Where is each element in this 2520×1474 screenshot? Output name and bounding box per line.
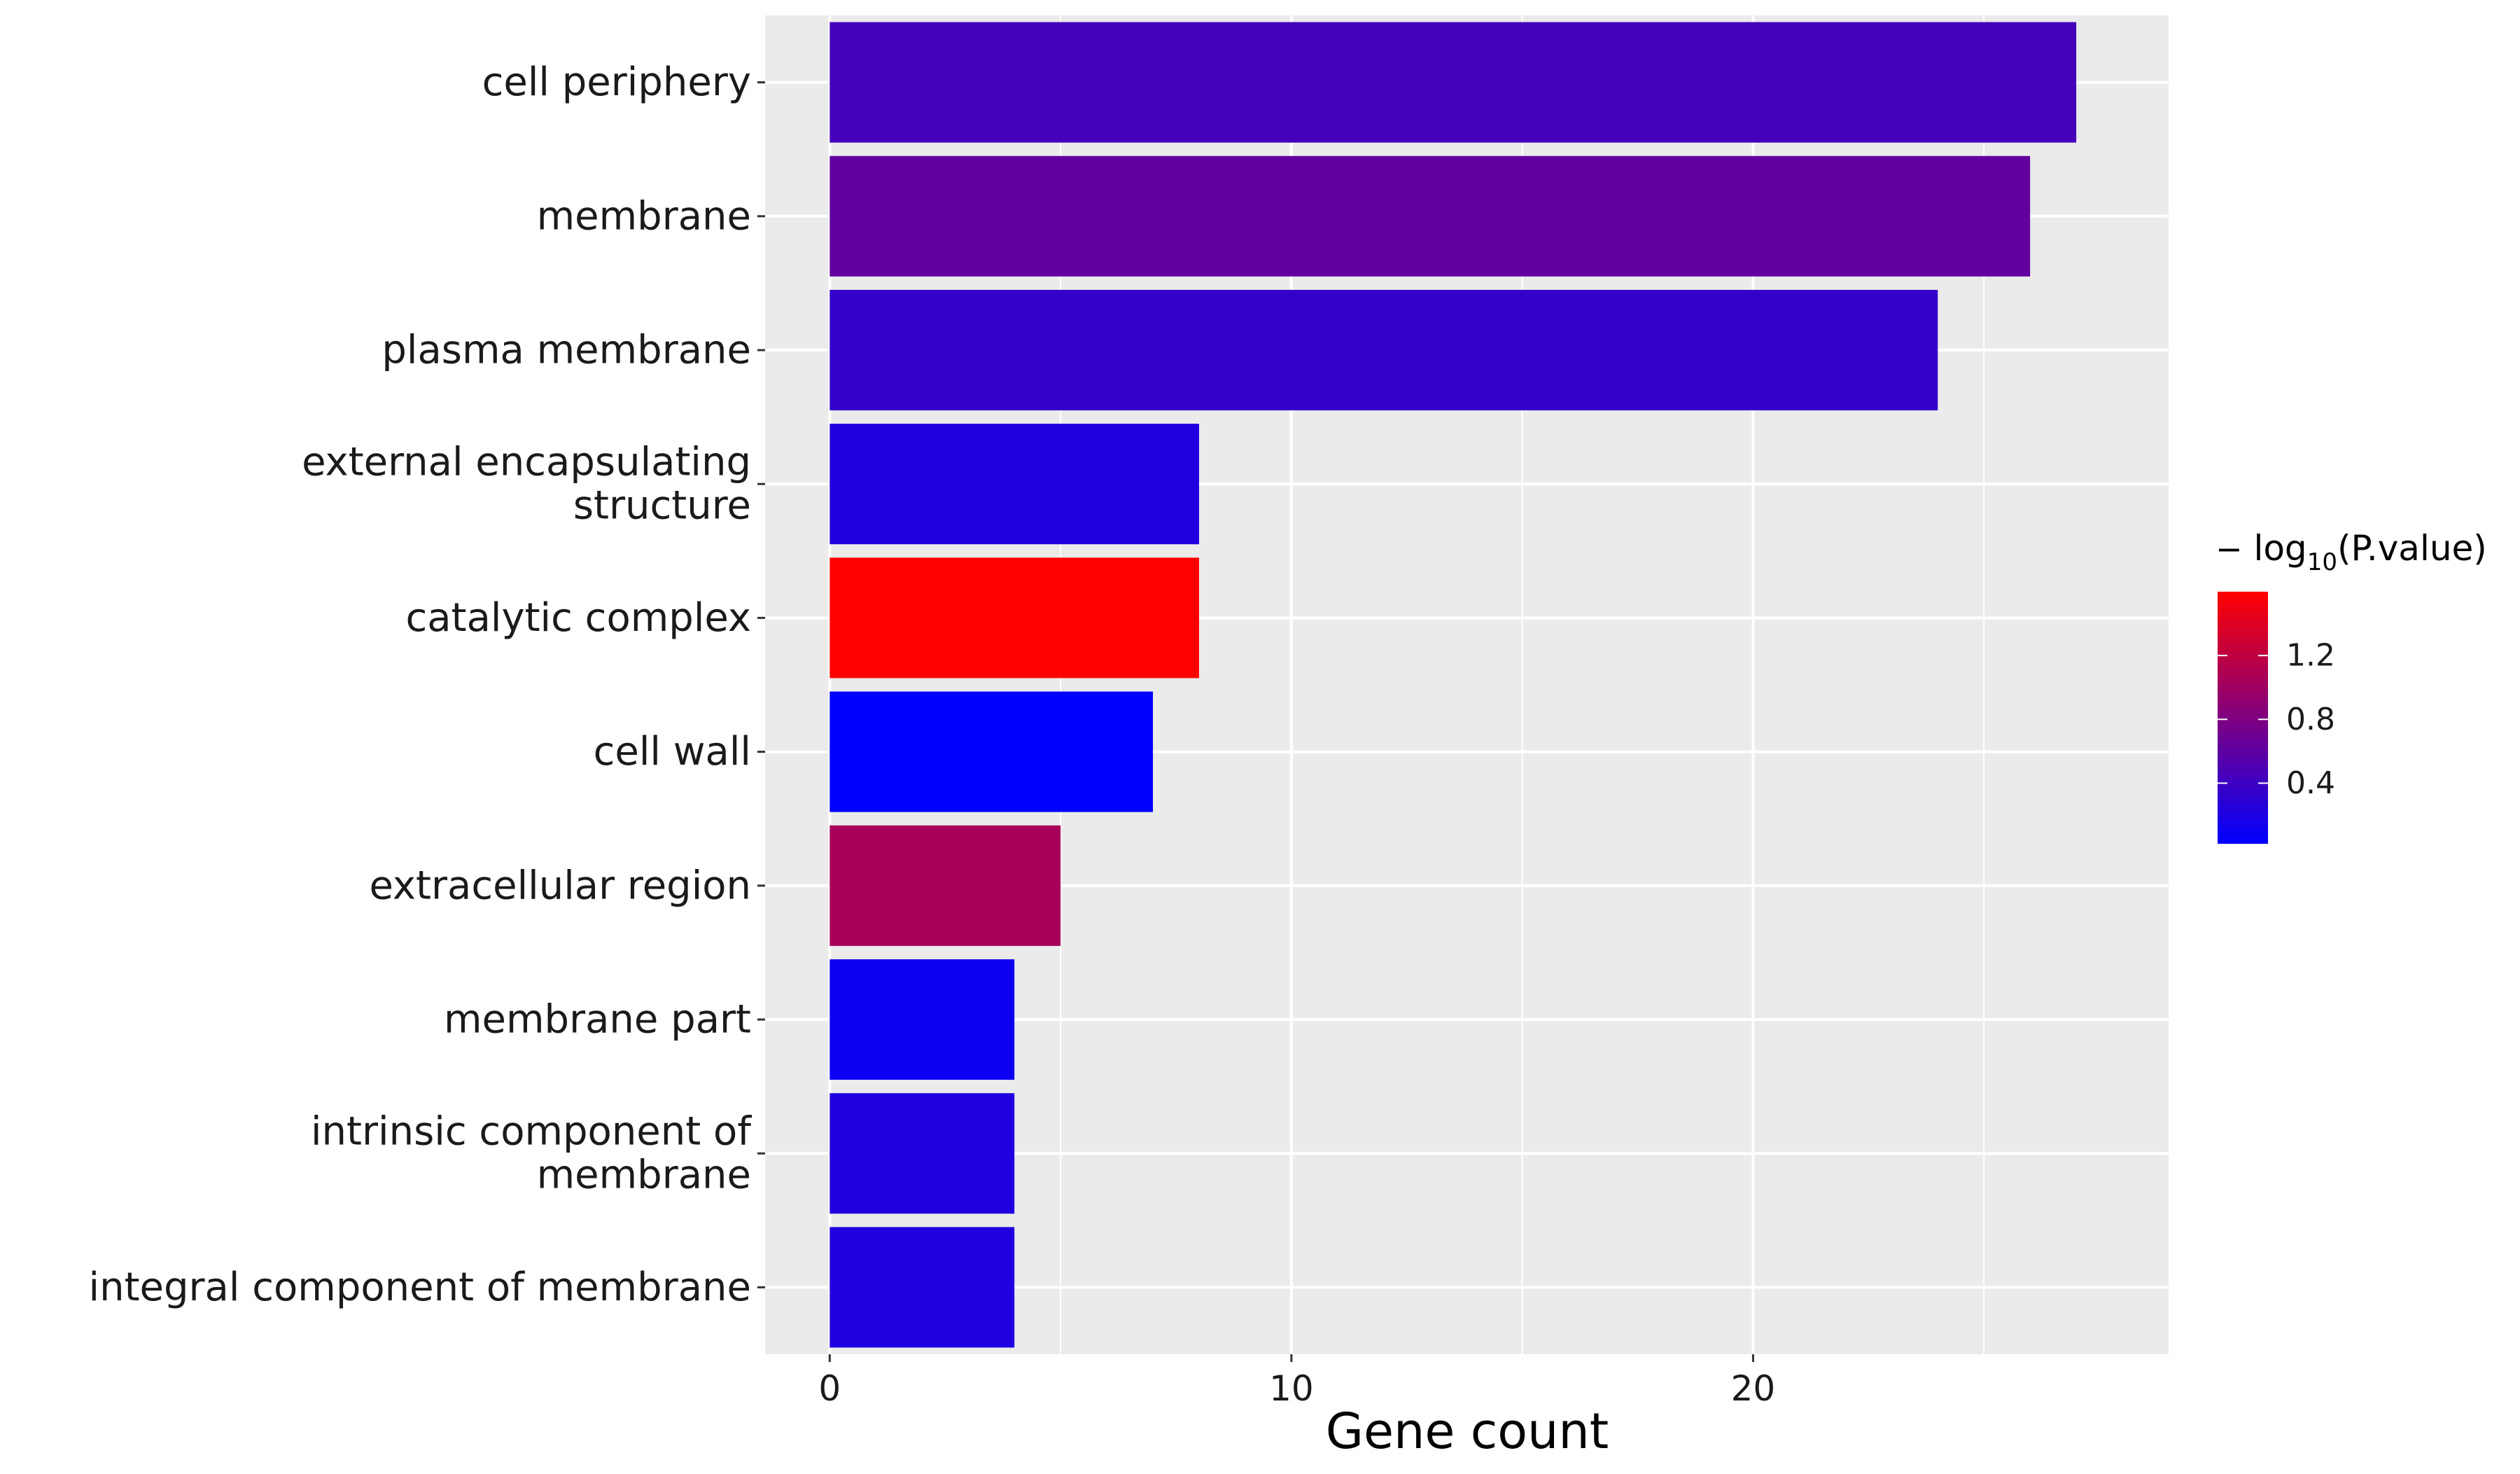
y-tick-label: membrane	[537, 193, 751, 239]
y-tick-label: extracellular region	[369, 863, 751, 908]
bar	[830, 1227, 1015, 1348]
y-tick-label: membrane	[537, 1153, 751, 1198]
legend: − log10(P.value) 0.4 0.8 1.2	[2216, 528, 2487, 844]
legend-tick-label: 0.8	[2286, 702, 2335, 737]
bars	[830, 22, 2077, 1348]
x-tick-label: 20	[1731, 1368, 1776, 1409]
bar	[830, 22, 2077, 143]
y-tick-label: intrinsic component of	[311, 1109, 752, 1155]
x-tick-label: 0	[818, 1368, 841, 1409]
bar	[830, 424, 1199, 545]
y-tick-label: cell periphery	[482, 60, 751, 105]
y-tick-label: external encapsulating	[302, 440, 751, 485]
bar	[830, 557, 1199, 679]
bar	[830, 959, 1015, 1080]
y-axis: cell periphery membrane plasma membrane ext…	[89, 60, 765, 1310]
y-tick-label: plasma membrane	[382, 328, 751, 373]
bar	[830, 289, 1938, 411]
bar	[830, 1093, 1015, 1214]
bar	[830, 155, 2031, 277]
y-tick-label: structure	[573, 483, 751, 529]
y-tick-label: cell wall	[594, 729, 751, 774]
y-tick-label: catalytic complex	[406, 595, 752, 641]
x-axis-title: Gene count	[1326, 1403, 1609, 1460]
bar	[830, 691, 1154, 812]
y-tick-label: membrane part	[444, 997, 751, 1043]
legend-tick-label: 1.2	[2286, 638, 2335, 674]
colorbar	[2218, 592, 2268, 844]
x-tick-label: 10	[1269, 1368, 1314, 1409]
bar	[830, 825, 1061, 946]
legend-title: − log10(P.value)	[2216, 528, 2487, 576]
legend-tick-label: 0.4	[2286, 765, 2335, 801]
y-tick-label: integral component of membrane	[89, 1265, 751, 1310]
x-axis: 0 10 20	[818, 1354, 1775, 1409]
